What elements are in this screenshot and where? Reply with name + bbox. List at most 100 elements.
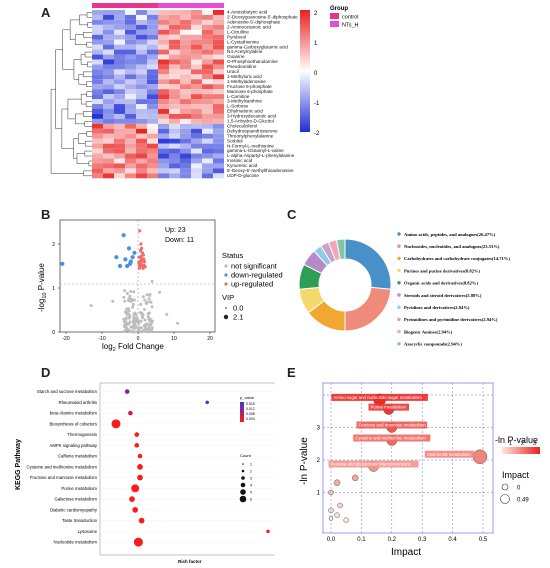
heatmap-cell <box>169 123 180 129</box>
volcano-point-ns <box>132 312 136 316</box>
heatmap-cell <box>158 168 169 174</box>
heatmap-cell <box>125 118 136 124</box>
heatmap-cell <box>191 148 202 154</box>
heatmap-cell <box>213 24 224 30</box>
volcano-point-down <box>60 261 65 266</box>
impact-point-label: Fructose and mannose metabolism <box>358 423 426 428</box>
heatmap-scale-tick: 0 <box>314 71 318 77</box>
volcano-point-ns <box>128 314 132 318</box>
heatmap-row-label: gamma-L-Glutamyl-L-valine <box>227 148 284 153</box>
heatmap-cell <box>103 49 114 55</box>
kegg-bubble-chart: Starch and sucrose metabolism Rheumatoid … <box>15 382 275 564</box>
heatmap-row-label: Inosinic acid <box>227 158 253 163</box>
heatmap-cell <box>213 10 224 15</box>
heatmap-row-labels: 4-Aminobutyric acid2'-Deoxyguanosine-5'-… <box>227 10 298 178</box>
heatmap-cell <box>169 59 180 65</box>
dendrogram-branch <box>86 131 92 137</box>
panel-letter-d: D <box>41 365 51 380</box>
heatmap-cell <box>103 143 114 149</box>
heatmap-cell <box>136 49 147 55</box>
heatmap-cell <box>202 29 213 35</box>
heatmap-cell <box>136 133 147 139</box>
impact-point <box>334 512 340 518</box>
heatmap-cell <box>103 89 114 95</box>
volcano-point-up <box>139 242 143 246</box>
heatmap-cell <box>136 109 147 114</box>
volcano-point-ns <box>131 321 135 325</box>
volcano-point-down <box>114 255 119 260</box>
heatmap-cell <box>191 14 202 20</box>
dendrogram-branch <box>73 138 79 159</box>
heatmap-cell <box>136 14 147 20</box>
volcano-point-ns <box>128 294 132 298</box>
volcano-status-title: Status <box>222 251 244 260</box>
heatmap-cell <box>169 10 180 15</box>
volcano-point-ns <box>123 325 127 329</box>
heatmap-cell <box>202 109 213 114</box>
panel-letter-b: B <box>41 207 51 222</box>
heatmap-cell <box>147 113 158 119</box>
group-bar-cell <box>147 3 158 8</box>
volcano-point-ns <box>143 327 147 331</box>
impact-x-tick: 0.4 <box>448 537 457 543</box>
vip-large-label: 2.1 <box>233 313 243 322</box>
dendrogram-branch <box>84 51 92 58</box>
volcano-point-down <box>123 257 128 262</box>
heatmap-cell <box>136 64 147 70</box>
heatmap-cell <box>191 49 202 55</box>
heatmap-row-label: 1-Methyluric acid <box>227 74 262 79</box>
donut-legend-label: Steroids and steroid derivatives(5.88%) <box>404 293 482 298</box>
impact-point <box>333 479 341 486</box>
heatmap-cell <box>180 113 191 119</box>
status-down-label: down-regulated <box>231 271 283 280</box>
impact-size-small-marker <box>501 483 509 491</box>
heatmap-cell <box>169 74 180 80</box>
heatmap-cell <box>202 34 213 40</box>
heatmap-color-scale <box>300 10 310 132</box>
volcano-point-ns <box>150 279 154 283</box>
heatmap-cell <box>92 19 103 25</box>
impact-point-label: Cysteine and methionine metabolism <box>355 436 426 441</box>
legend-treatment-label: NTs_H <box>342 23 359 29</box>
volcano-point-ns <box>124 323 128 327</box>
heatmap-cell <box>202 153 213 159</box>
heatmap-cell <box>125 173 136 179</box>
heatmap-cell <box>125 89 136 95</box>
status-up-marker <box>224 282 228 286</box>
heatmap-cell <box>180 168 191 174</box>
heatmap-cell <box>213 168 224 174</box>
status-not-significant-label: not significant <box>231 262 278 271</box>
kegg-legend-p-title: p_value <box>240 395 255 400</box>
dendrogram-branch <box>84 140 92 147</box>
volcano-point-down <box>121 233 126 238</box>
heatmap-cell <box>136 54 147 60</box>
heatmap-cell <box>92 69 103 75</box>
impact-y-ticks: 1 2 3 <box>317 426 321 497</box>
kegg-point <box>133 537 143 547</box>
heatmap-cell <box>114 123 125 129</box>
volcano-point-ns <box>131 305 135 309</box>
heatmap-cell <box>92 104 103 109</box>
heatmap-cell <box>158 138 169 144</box>
heatmap-cell <box>103 44 114 50</box>
volcano-point-ns <box>140 316 144 320</box>
impact-color-ticks: 1 2 3 <box>509 441 536 447</box>
heatmap-cell <box>92 138 103 144</box>
heatmap-cell <box>213 143 224 149</box>
heatmap-cell <box>202 118 213 124</box>
status-not-significant-marker <box>224 264 228 268</box>
kegg-count-marker <box>242 463 244 465</box>
heatmap-cell <box>125 128 136 134</box>
heatmap-cell <box>147 74 158 80</box>
heatmap-cell <box>180 158 191 164</box>
volcano-point-ns <box>132 298 136 302</box>
heatmap-cell <box>114 99 125 105</box>
heatmap-cell <box>92 143 103 149</box>
heatmap-cell <box>147 79 158 85</box>
heatmap-cell <box>103 94 114 100</box>
volcano-point-ns <box>144 322 148 326</box>
heatmap-cell <box>180 89 191 95</box>
heatmap-cell <box>169 148 180 154</box>
heatmap-cell <box>180 94 191 100</box>
heatmap-cell <box>125 123 136 129</box>
